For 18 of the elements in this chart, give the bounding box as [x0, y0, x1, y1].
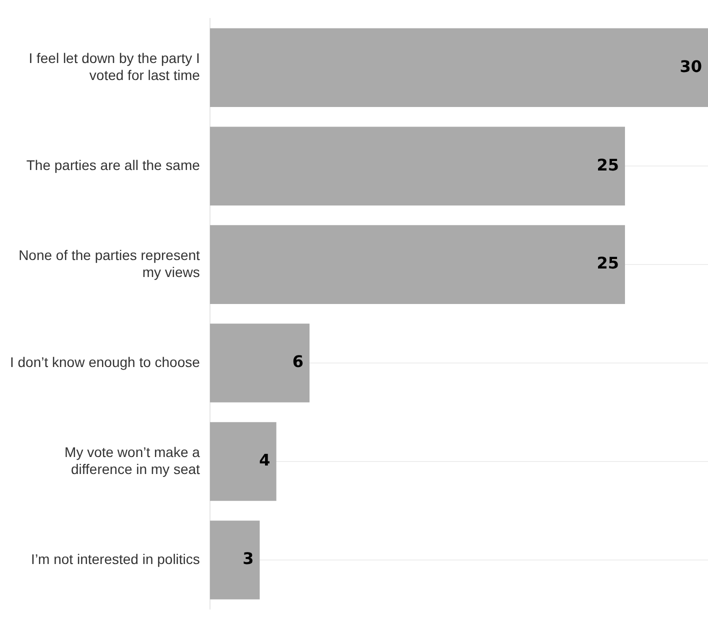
bar [210, 422, 276, 501]
bar [210, 28, 708, 108]
bar [210, 520, 260, 600]
y-tick-label: I’m not interested in politics [31, 550, 200, 567]
bar [210, 225, 625, 304]
bar [210, 126, 625, 206]
y-tick-label: The parties are all the same [26, 156, 200, 173]
data-label: 25 [596, 155, 619, 174]
data-label: 30 [680, 56, 702, 76]
bar [210, 324, 310, 402]
y-tick-label: I don’t know enough to choose [10, 354, 200, 370]
data-label: 6 [292, 352, 304, 372]
data-label: 4 [259, 450, 270, 470]
data-label: 25 [596, 254, 619, 273]
y-tick-label: I feel let down by the party I voted for last time [28, 50, 200, 83]
y-tick-label: My vote won’t make a difference in my seat [64, 444, 200, 477]
data-label: 3 [242, 549, 254, 568]
y-tick-label: None of the parties represent my views [18, 247, 200, 280]
